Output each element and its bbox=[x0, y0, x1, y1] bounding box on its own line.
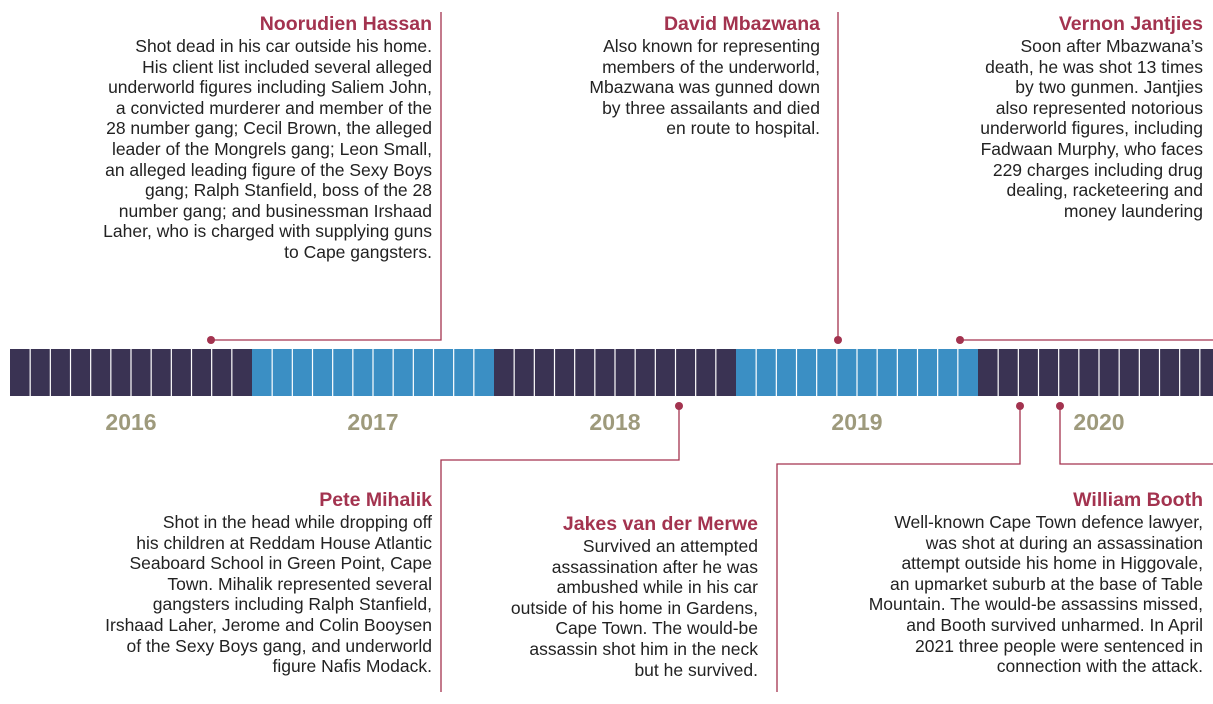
year-segment bbox=[978, 349, 1213, 396]
year-label: 2020 bbox=[1073, 409, 1124, 435]
event-text: underworld figures, including bbox=[980, 118, 1203, 139]
timeline-bar bbox=[10, 349, 1213, 396]
event-text: assassination after he was bbox=[551, 556, 758, 577]
event-text: members of the underworld, bbox=[602, 56, 820, 77]
event: Pete Mihalik Shot in the head while dropp… bbox=[105, 488, 432, 677]
event-text: Laher, who is charged with supplying gun… bbox=[103, 221, 432, 242]
event-text: Fadwaan Murphy, who faces bbox=[980, 138, 1203, 159]
event-name: Noorudien Hassan bbox=[259, 13, 432, 35]
connector bbox=[1059, 406, 1213, 465]
event-text: gang; Ralph Stanfield, boss of the 28 bbox=[144, 180, 432, 201]
dot bbox=[675, 402, 683, 410]
dot bbox=[956, 336, 964, 344]
event-text: Mbazwana was gunned down bbox=[589, 77, 820, 98]
event-text: Town. Mihalik represented several bbox=[167, 573, 432, 594]
event: William Booth Well-known Cape Town defenc… bbox=[869, 488, 1203, 677]
event-name: Jakes van der Merwe bbox=[562, 513, 758, 535]
event-text: was shot at during an assassination bbox=[925, 532, 1203, 553]
event-text: Soon after Mbazwana’s bbox=[1020, 36, 1203, 56]
connector bbox=[211, 12, 442, 341]
event-text: by three assailants and died bbox=[602, 97, 820, 118]
event-text: Irshaad Laher, Jerome and Colin Booysen bbox=[105, 614, 432, 635]
dot bbox=[1016, 402, 1024, 410]
event-text: outside of his home in Gardens, bbox=[510, 597, 758, 618]
event-name: Pete Mihalik bbox=[319, 489, 432, 511]
event-text: Mountain. The would-be assassins missed, bbox=[868, 594, 1203, 615]
event-name: William Booth bbox=[1073, 489, 1203, 511]
year-label: 2019 bbox=[831, 409, 882, 435]
event-text: 229 charges including drug bbox=[992, 159, 1203, 180]
connector bbox=[776, 406, 1021, 692]
dot bbox=[834, 336, 842, 344]
event-text: underworld figures including Saliem John… bbox=[108, 77, 432, 98]
event-text: connection with the attack. bbox=[996, 656, 1203, 677]
event-text: Seaboard School in Green Point, Cape bbox=[129, 553, 432, 574]
event-text: 28 number gang; Cecil Brown, the alleged bbox=[106, 118, 432, 139]
dot bbox=[1056, 402, 1064, 410]
connector bbox=[440, 406, 680, 692]
event-text: but he survived. bbox=[634, 659, 758, 680]
event-text: to Cape gangsters. bbox=[284, 241, 432, 262]
event-text: by two gunmen. Jantjies bbox=[1015, 77, 1203, 98]
event-text: also represented notorious bbox=[995, 97, 1203, 118]
event-text: number gang; and businessman Irshaad bbox=[118, 200, 432, 221]
event: Vernon Jantjies Soon after Mbazwana’s deat… bbox=[980, 12, 1203, 221]
event: David Mbazwana Also known for representin… bbox=[589, 12, 820, 139]
event-text: an alleged leading figure of the Sexy Bo… bbox=[105, 159, 432, 180]
event-text: Survived an attempted bbox=[582, 536, 758, 556]
event-text: figure Nafis Modack. bbox=[272, 656, 432, 677]
event-text: Shot in the head while dropping off bbox=[162, 512, 432, 532]
event-text: of the Sexy Boys gang, and underworld bbox=[126, 635, 432, 656]
event: Noorudien Hassan Shot dead in his car out… bbox=[103, 12, 432, 263]
year-label: 2017 bbox=[347, 409, 398, 435]
event-text: an upmarket suburb at the base of Table bbox=[890, 573, 1203, 594]
event-text: death, he was shot 13 times bbox=[985, 56, 1203, 77]
year-label: 2018 bbox=[589, 409, 640, 435]
event-text: gangsters including Ralph Stanfield, bbox=[152, 594, 432, 615]
event: Jakes van der Merwe Survived an attempted… bbox=[511, 512, 758, 680]
event-text: Also known for representing bbox=[603, 36, 820, 56]
event-text: Cape Town. The would-be bbox=[555, 618, 758, 639]
event-text: assassin shot him in the neck bbox=[529, 638, 758, 659]
event-text: money laundering bbox=[1063, 200, 1203, 221]
dot bbox=[207, 336, 215, 344]
event-text: Well-known Cape Town defence lawyer, bbox=[894, 512, 1203, 532]
connectors bbox=[211, 12, 1213, 692]
event-text: ambushed while in his car bbox=[556, 577, 758, 598]
event-text: and Booth survived unharmed. In April bbox=[906, 614, 1203, 635]
event-text: dealing, racketeering and bbox=[1006, 180, 1203, 201]
dots bbox=[207, 336, 1064, 410]
event-text: attempt outside his home in Higgovale, bbox=[901, 553, 1203, 574]
event-text: leader of the Mongrels gang; Leon Small, bbox=[111, 138, 432, 159]
event-text: en route to hospital. bbox=[666, 118, 820, 139]
event-text: a convicted murderer and member of the bbox=[115, 97, 432, 118]
event-name: David Mbazwana bbox=[663, 13, 820, 35]
event-text: Shot dead in his car outside his home. bbox=[135, 36, 432, 56]
event-name: Vernon Jantjies bbox=[1058, 13, 1203, 35]
event-text: 2021 three people were sentenced in bbox=[915, 635, 1203, 656]
event-text: His client list included several alleged bbox=[142, 56, 432, 77]
year-label: 2016 bbox=[105, 409, 156, 435]
event-text: his children at Reddam House Atlantic bbox=[136, 532, 432, 553]
